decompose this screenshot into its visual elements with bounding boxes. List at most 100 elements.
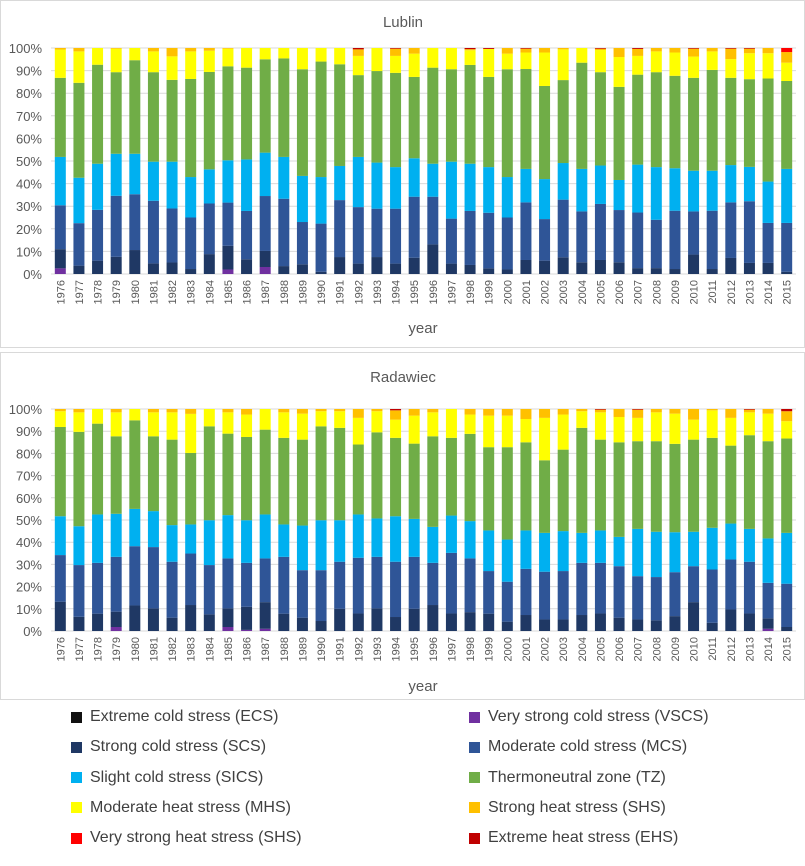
bar-segment-mhs — [427, 412, 439, 437]
bar-segment-tz — [743, 79, 755, 167]
bar-segment-sics — [315, 520, 327, 571]
bar-segment-mcs — [501, 217, 513, 270]
bar-segment-tz — [427, 436, 439, 527]
legend-item-mhs: Moderate heat stress (MHS) — [71, 799, 291, 817]
bar-segment-mcs — [557, 571, 569, 620]
bar-1995 — [408, 409, 420, 631]
bar-segment-mhs — [110, 48, 122, 73]
bar-segment-mhs — [762, 413, 774, 442]
bar-segment-mcs — [743, 561, 755, 614]
bar-segment-mcs — [483, 212, 495, 269]
bar-segment-mhs — [613, 57, 625, 87]
bar-segment-sics — [278, 156, 290, 199]
bar-segment-mhs — [92, 48, 104, 65]
bar-segment-mhs — [501, 415, 513, 448]
bar-1994 — [390, 409, 402, 631]
bar-segment-shs — [241, 409, 253, 415]
bar-segment-mcs — [464, 210, 476, 265]
bar-segment-tz — [185, 452, 197, 525]
bar-2011 — [706, 409, 718, 631]
bar-1982 — [166, 409, 178, 631]
bar-2001 — [520, 409, 532, 631]
x-tick-label: 1985 — [223, 280, 235, 304]
bar-segment-mhs — [129, 409, 141, 421]
bar-segment-mcs — [539, 571, 551, 620]
bar-segment-sics — [762, 181, 774, 223]
bar-segment-tz — [781, 80, 793, 169]
bar-segment-shs — [520, 48, 532, 53]
bar-segment-mhs — [539, 417, 551, 461]
x-tick-label: 1987 — [260, 280, 272, 304]
bar-segment-tz — [296, 69, 308, 176]
bar-segment-scs — [483, 268, 495, 274]
bar-segment-tz — [743, 435, 755, 529]
bar-2008 — [650, 409, 662, 631]
bar-segment-mhs — [725, 417, 737, 446]
bar-segment-tz — [520, 442, 532, 531]
bar-segment-scs — [129, 605, 141, 631]
bar-1989 — [296, 409, 308, 631]
x-tick-label: 2011 — [707, 637, 719, 661]
bar-segment-mcs — [688, 566, 700, 603]
bar-segment-sics — [92, 163, 104, 210]
bar-segment-shs — [371, 409, 383, 412]
bar-1979 — [110, 409, 122, 631]
bar-1979 — [110, 48, 122, 274]
legend-swatch — [469, 741, 480, 753]
x-tick-label: 1999 — [484, 637, 496, 661]
bar-segment-sics — [334, 165, 346, 201]
legend-swatch — [71, 711, 82, 723]
bar-segment-tz — [129, 60, 141, 154]
bar-segment-tz — [278, 437, 290, 525]
bar-1990 — [315, 409, 327, 631]
bar-segment-shs — [147, 409, 159, 413]
bar-segment-mhs — [650, 412, 662, 442]
bar-segment-mcs — [594, 203, 606, 260]
bar-segment-scs — [576, 615, 588, 631]
bar-segment-scs — [390, 617, 402, 631]
bar-segment-tz — [222, 66, 234, 161]
bar-segment-mhs — [259, 48, 271, 60]
bar-segment-tz — [110, 72, 122, 154]
bar-2002 — [539, 409, 551, 631]
bar-segment-sics — [73, 526, 85, 566]
bar-segment-mcs — [390, 208, 402, 264]
y-tick-label: 40% — [16, 177, 42, 192]
bar-segment-mhs — [352, 417, 364, 445]
bar-segment-scs — [352, 263, 364, 274]
bar-segment-mhs — [725, 59, 737, 78]
bar-segment-shs — [576, 409, 588, 412]
bar-segment-mcs — [334, 561, 346, 609]
bar-segment-mhs — [557, 49, 569, 81]
bar-2011 — [706, 48, 718, 274]
bar-segment-sics — [241, 520, 253, 563]
y-tick-label: 0% — [23, 624, 42, 639]
bar-1980 — [129, 48, 141, 274]
bar-segment-mhs — [166, 56, 178, 80]
x-tick-label: 1986 — [242, 280, 254, 304]
bar-segment-shs — [539, 409, 551, 418]
bar-segment-sics — [185, 177, 197, 218]
bar-segment-shs — [464, 409, 476, 415]
legend-label: Extreme heat stress (EHS) — [488, 829, 679, 847]
x-tick-label: 1998 — [465, 637, 477, 661]
bar-segment-mhs — [278, 48, 290, 59]
bar-segment-scs — [781, 627, 793, 631]
x-tick-label: 2007 — [633, 280, 645, 304]
bar-segment-tz — [259, 429, 271, 515]
bar-segment-mcs — [147, 200, 159, 264]
bar-segment-tz — [54, 426, 66, 517]
bar-segment-shs — [110, 409, 122, 413]
bar-2002 — [539, 48, 551, 274]
bar-segment-shs — [464, 49, 476, 51]
bar-segment-scs — [166, 617, 178, 631]
legend-swatch — [469, 711, 480, 723]
bar-segment-scs — [781, 271, 793, 274]
chart-panel-lublin: Lublin 0% 10% 20% 30% 40% 50% 60% 70% 80% 90% 100%… — [0, 0, 805, 348]
x-axis-label: year — [408, 320, 437, 337]
bar-segment-mcs — [613, 566, 625, 618]
x-tick-label: 2011 — [707, 280, 719, 304]
bar-segment-mhs — [408, 53, 420, 77]
bar-segment-scs — [54, 601, 66, 631]
bar-segment-mhs — [129, 48, 141, 61]
